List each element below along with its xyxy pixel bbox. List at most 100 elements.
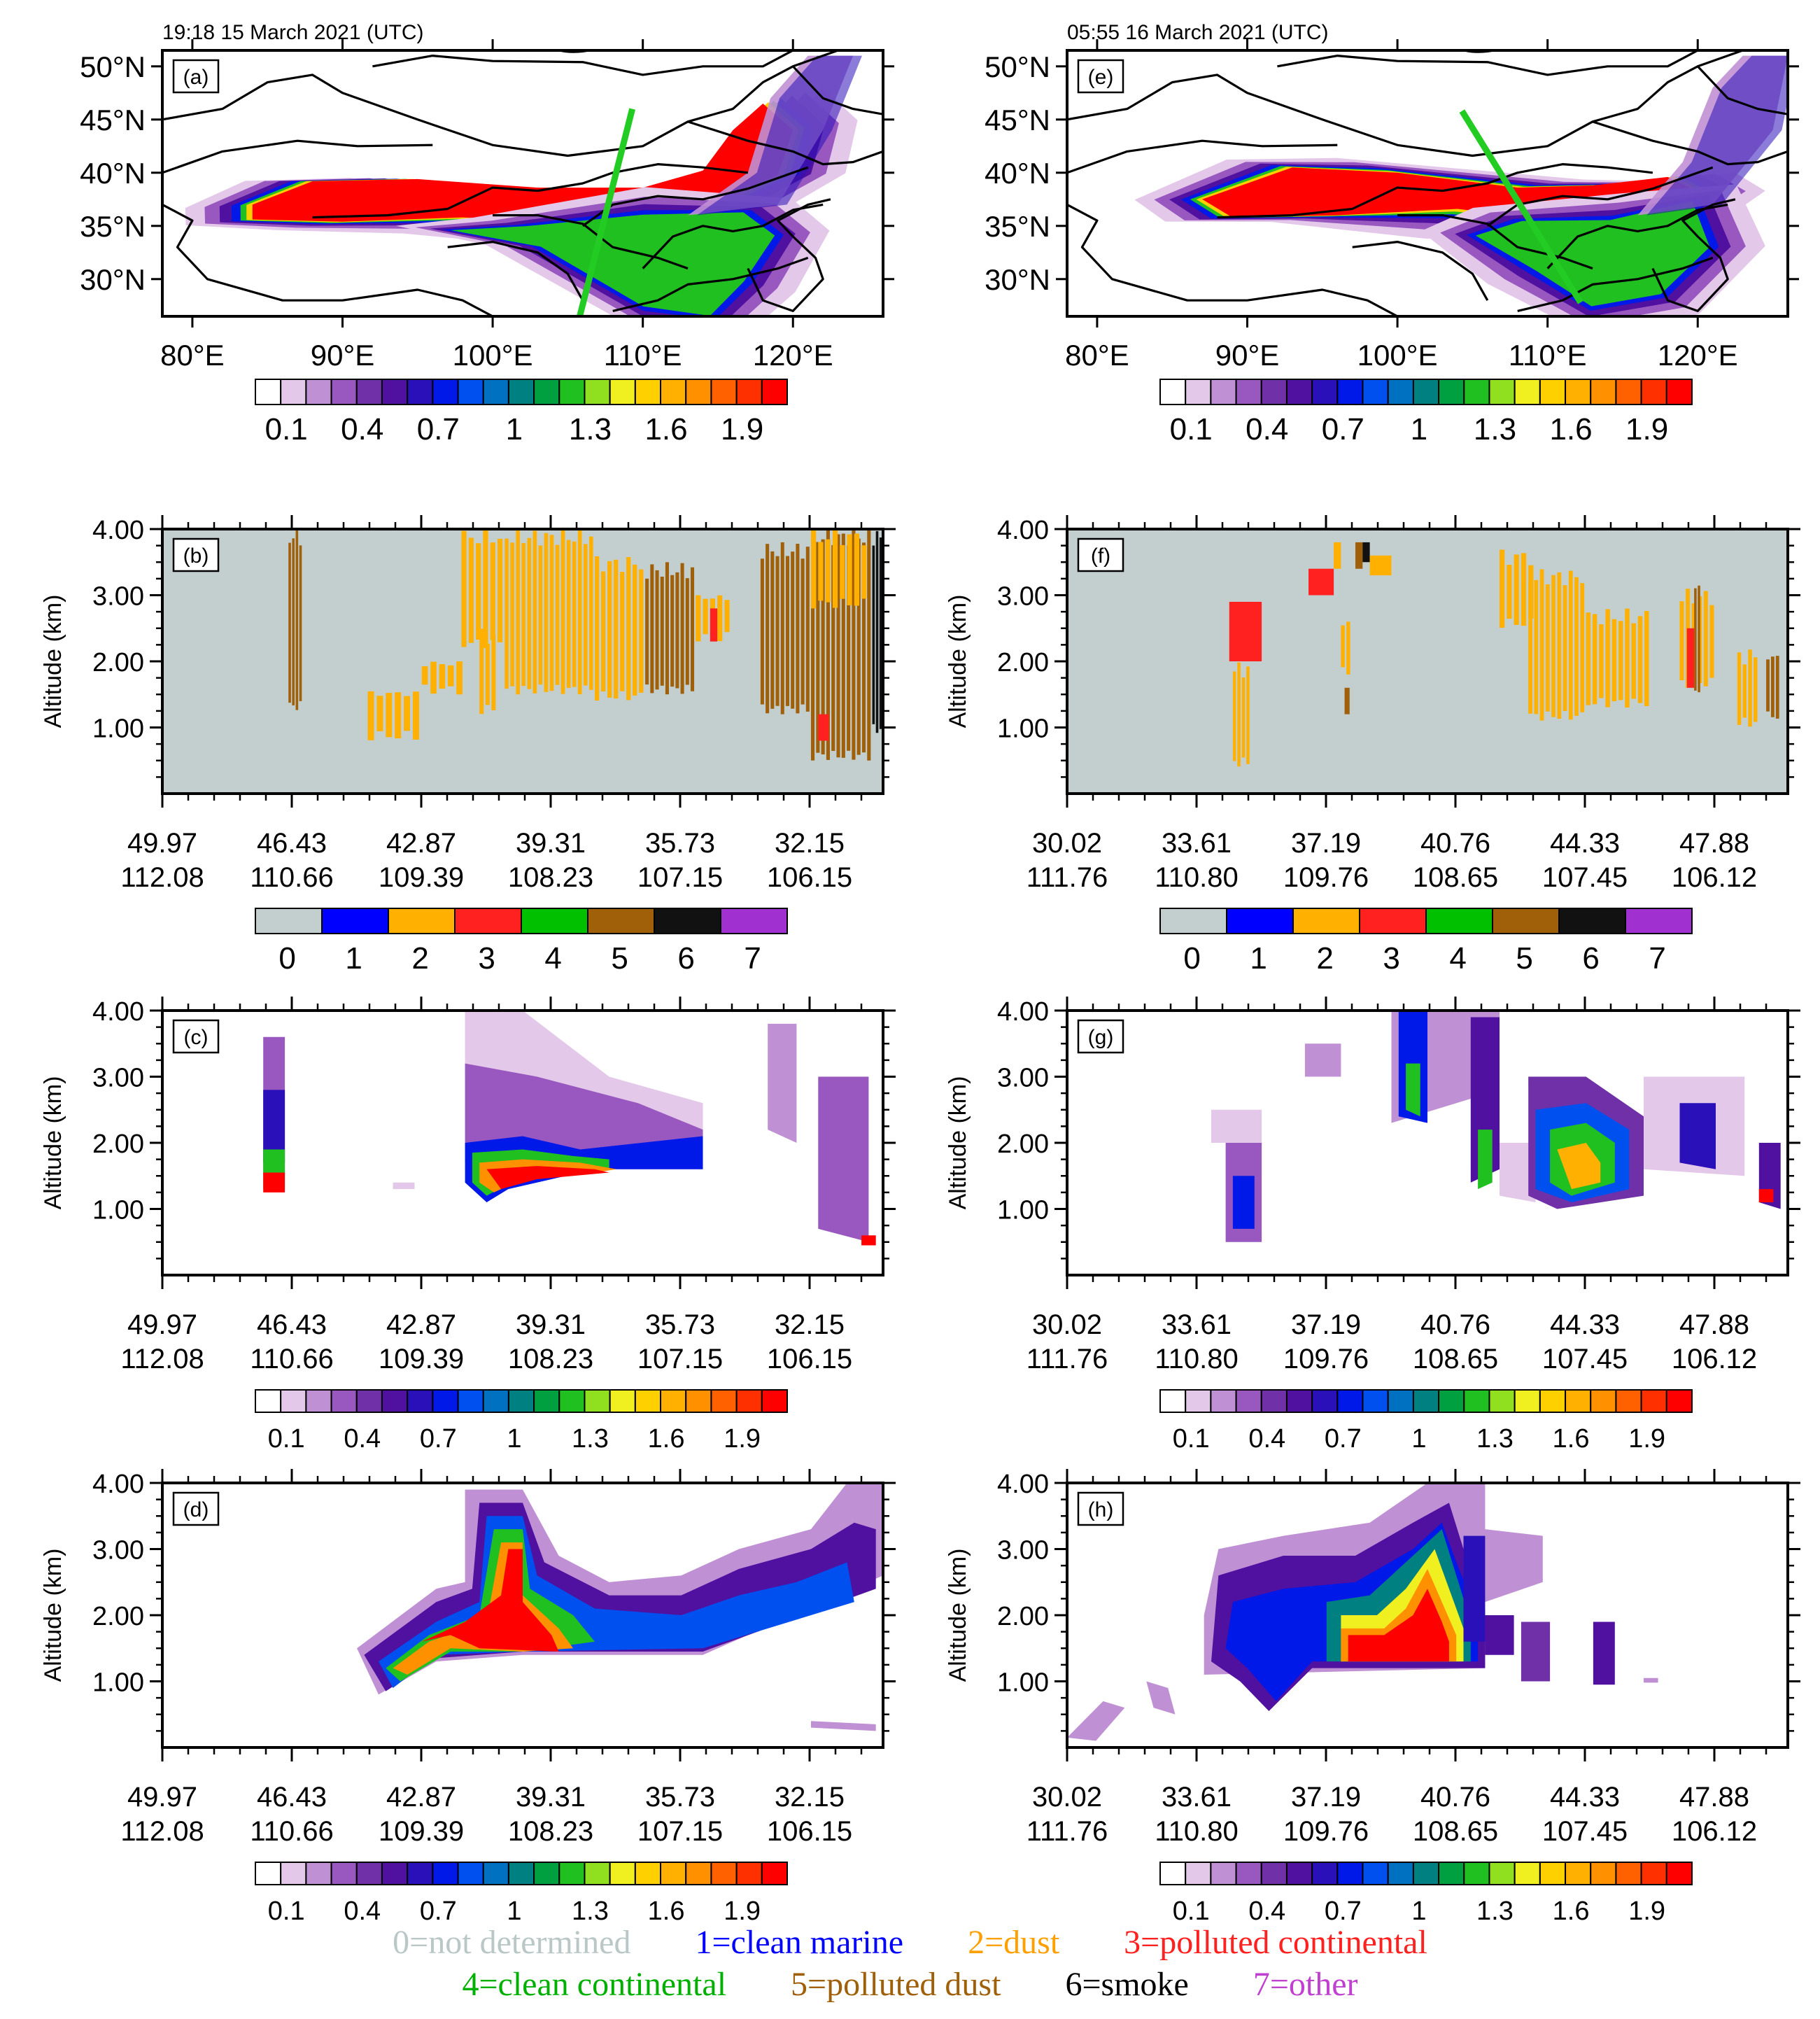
field-g-6	[1406, 1063, 1420, 1117]
colorbar-c-swatch	[710, 1389, 738, 1413]
colorbar-d-label: 0.1	[268, 1897, 305, 1926]
colorbar-e-swatch	[1235, 379, 1262, 405]
cat-cell-b	[386, 693, 393, 738]
colorbar-d-label: 0.7	[420, 1897, 457, 1926]
ytick-label-b: 2.00	[92, 648, 144, 677]
border-e-13	[1651, 198, 1736, 312]
cat-cell-f	[1362, 542, 1370, 563]
colorbar-g-swatch	[1463, 1389, 1490, 1413]
xtick-label-lon-f: 111.76	[1027, 862, 1108, 893]
cat-cell-b	[577, 529, 582, 695]
field-c-1	[263, 1090, 285, 1163]
xtick-label-lat-b: 42.87	[386, 828, 456, 859]
colorbar-a-swatch	[355, 379, 383, 405]
border-a-5	[447, 241, 584, 301]
colorbar-c-swatch	[305, 1389, 332, 1413]
cat-cell-f	[1507, 565, 1512, 619]
cat-cell-b	[288, 542, 291, 703]
colorbar-e-label: 0.4	[1246, 412, 1288, 446]
colorbar-d-swatch	[255, 1862, 282, 1885]
xtick-label-lat-h: 37.19	[1291, 1782, 1361, 1813]
colorbar-f-label: 3	[1383, 941, 1399, 976]
map-frame-e	[1066, 49, 1789, 318]
cat-cell-f	[1592, 614, 1597, 705]
colorbar-a-swatch	[710, 379, 738, 405]
colorbar-b-label: 1	[345, 941, 362, 976]
cat-cell-b	[831, 544, 835, 752]
ytick-label-g: 2.00	[997, 1130, 1049, 1159]
cat-cell-f	[1539, 569, 1544, 721]
colorbar-b-swatch	[388, 908, 456, 934]
ytick-label-d: 4.00	[92, 1470, 144, 1499]
panel-tag-box-d	[172, 1491, 220, 1526]
xtick-label-lon-c: 109.39	[379, 1344, 464, 1374]
colorbar-h-swatch	[1665, 1862, 1693, 1885]
xtick-label-lat-b: 46.43	[257, 828, 327, 859]
cat-cell-f	[1694, 588, 1697, 691]
cat-cell-b	[660, 576, 664, 686]
cat-cell-b	[633, 564, 637, 696]
colorbar-g-swatch	[1235, 1389, 1262, 1413]
xtick-label-lat-b: 32.15	[775, 828, 845, 859]
cat-cell-f	[1605, 609, 1610, 708]
colorbar-g-swatch	[1311, 1389, 1339, 1413]
colorbar-e-swatch	[1438, 379, 1465, 405]
cat-cell-b	[510, 542, 514, 687]
colorbar-e-swatch	[1185, 379, 1212, 405]
cat-cell-f	[1599, 624, 1604, 698]
cat-cell-f	[1551, 575, 1556, 717]
xtick-label-lon-b: 107.15	[637, 862, 723, 893]
cat-cell-b	[840, 544, 845, 599]
cat-cell-f	[1528, 580, 1532, 714]
colorbar-f-swatch	[1492, 908, 1560, 934]
cat-cell-f	[1568, 570, 1573, 720]
xtick-label-lat-f: 44.33	[1550, 828, 1620, 859]
colorbar-a: 0.1 0.4 0.7 1 1.3 1.6 1.9	[255, 379, 789, 446]
cat-cell-b	[476, 543, 481, 640]
colorbar-f-label: 1	[1250, 941, 1267, 976]
legend-row-2: 4=clean continental 5=polluted dust 6=sm…	[0, 1965, 1820, 2004]
colorbar-h-swatch	[1412, 1862, 1440, 1885]
cat-cell-f	[1698, 585, 1700, 693]
colorbar-d: 0.1 0.4 0.7 1 1.3 1.6 1.9	[255, 1862, 789, 1926]
panel-tag-box-a	[172, 59, 220, 94]
xtick-label-lat-f: 37.19	[1291, 828, 1361, 859]
cat-cell-b	[549, 535, 554, 691]
colorbar-g-swatch	[1615, 1389, 1642, 1413]
xtick-label-lon-d: 107.15	[637, 1816, 723, 1847]
cat-cell-b	[544, 533, 549, 692]
colorbar-g-label: 0.1	[1173, 1424, 1210, 1454]
colorbar-d-swatch	[432, 1862, 459, 1885]
colorbar-g-swatch	[1387, 1389, 1414, 1413]
colorbar-d-swatch	[735, 1862, 763, 1885]
colorbar-h: 0.1 0.4 0.7 1 1.3 1.6 1.9	[1159, 1862, 1693, 1926]
ytick-label-e: 30°N	[985, 263, 1050, 296]
ytick-label-f: 3.00	[997, 582, 1049, 612]
colorbar-e: 0.1 0.4 0.7 1 1.3 1.6 1.9	[1159, 379, 1693, 446]
border-a-13	[747, 198, 831, 312]
xtick-label-lat-h: 44.33	[1550, 1782, 1620, 1813]
xtick-label-lat-g: 44.33	[1550, 1309, 1620, 1340]
field-g-3	[1304, 1043, 1341, 1077]
cat-cell-b	[826, 530, 830, 760]
colorbar-e-label: 0.1	[1170, 412, 1213, 446]
cat-cell-b	[516, 529, 520, 695]
cat-cell-b	[796, 543, 800, 714]
cat-cell-b	[421, 666, 428, 685]
field-h-12	[1593, 1621, 1615, 1685]
colorbar-d-swatch	[381, 1862, 409, 1885]
colorbar-d-swatch	[330, 1862, 358, 1885]
colorbar-g-swatch	[1640, 1389, 1667, 1413]
xtick-label-lon-h: 107.45	[1542, 1816, 1628, 1847]
cat-cell-f	[1754, 657, 1758, 722]
cat-cell-b	[505, 538, 509, 689]
cat-cell-b	[872, 545, 875, 724]
xtick-label-lon-g: 108.65	[1413, 1344, 1498, 1374]
border-e-2	[1067, 139, 1338, 174]
colorbar-d-swatch	[660, 1862, 687, 1885]
colorbar-c: 0.1 0.4 0.7 1 1.3 1.6 1.9	[255, 1389, 789, 1454]
colorbar-f-swatch	[1425, 908, 1493, 934]
cat-cell-b	[395, 692, 402, 739]
ytick-label-e: 35°N	[985, 210, 1050, 243]
